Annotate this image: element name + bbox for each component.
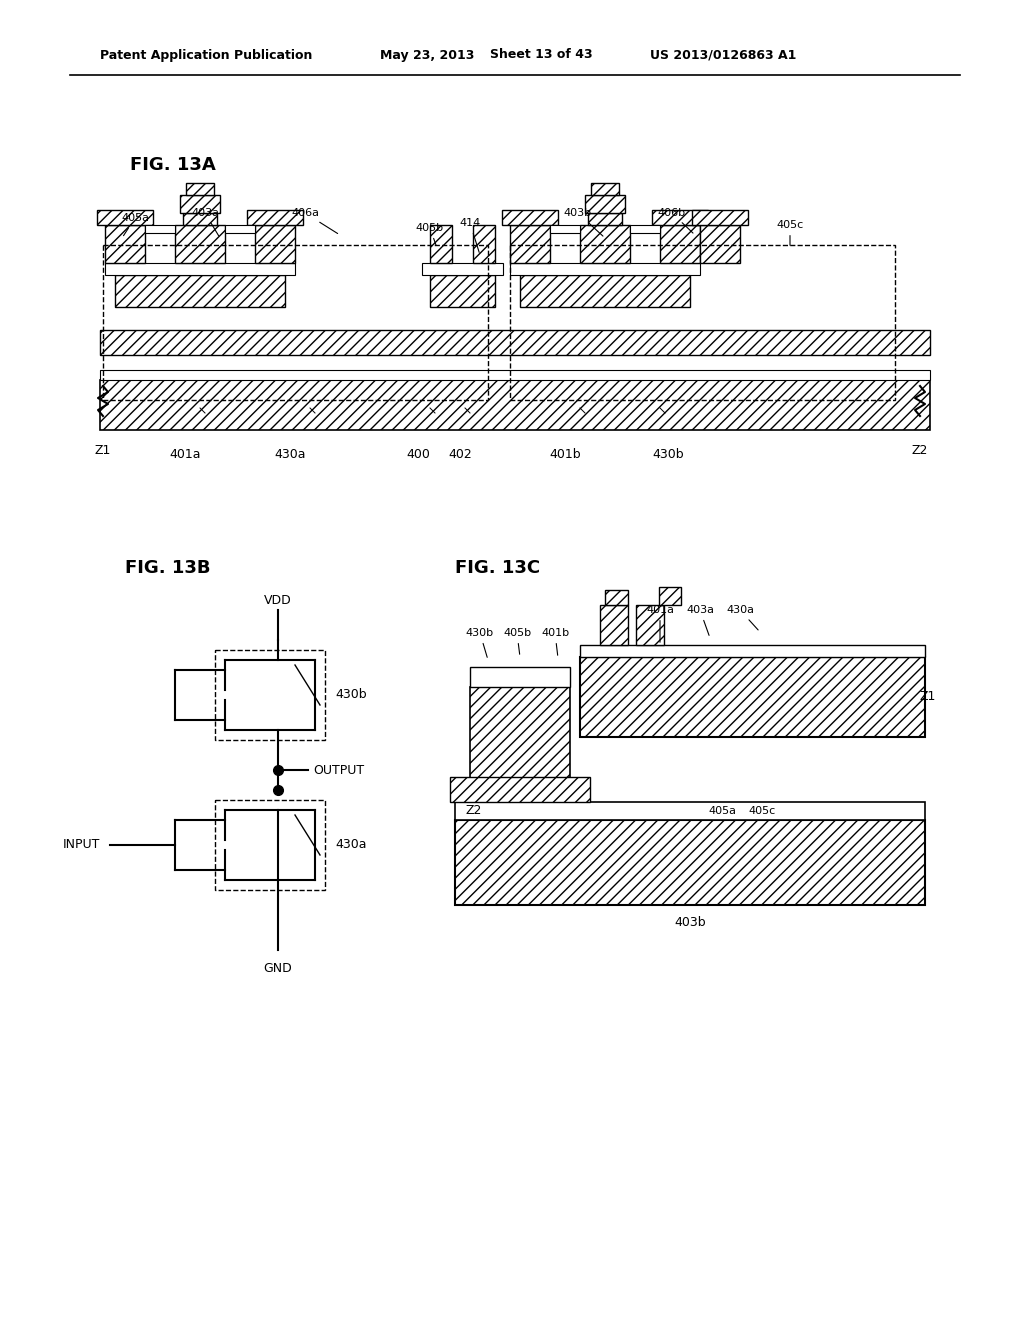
Text: INPUT: INPUT [62,838,100,851]
Text: 405a: 405a [121,213,150,236]
Bar [588,213,622,224]
Bar [550,224,580,234]
Bar [580,657,925,737]
Text: 405b: 405b [503,628,531,655]
Text: 406b: 406b [658,209,693,234]
Bar [455,820,925,906]
Bar [115,275,285,308]
Text: May 23, 2013: May 23, 2013 [380,49,474,62]
Text: 406a: 406a [291,209,338,234]
Bar [430,275,495,308]
Text: FIG. 13A: FIG. 13A [130,156,216,174]
Bar [660,224,700,263]
Bar [580,224,630,263]
Bar [510,246,895,400]
Text: US 2013/0126863 A1: US 2013/0126863 A1 [650,49,797,62]
Text: 400: 400 [407,449,430,462]
Bar [470,667,570,686]
Text: FIG. 13B: FIG. 13B [125,558,211,577]
Bar [659,587,681,605]
Bar [652,210,708,224]
Text: 430a: 430a [274,449,306,462]
Bar [422,263,503,275]
Text: 405a: 405a [708,807,736,816]
Bar [215,649,325,741]
Bar [520,275,690,308]
Text: 405c: 405c [776,220,804,246]
Text: 401a: 401a [169,449,201,462]
Text: Z1: Z1 [920,690,936,704]
Bar [450,777,590,803]
Bar [502,210,558,224]
Text: VDD: VDD [264,594,292,606]
Text: 430a: 430a [726,605,758,630]
Text: 430b: 430b [335,689,367,701]
Bar [692,210,748,224]
Bar [591,183,618,195]
Text: 405b: 405b [416,223,444,246]
Text: 403a: 403a [191,209,219,236]
Bar [636,605,664,645]
Text: 403b: 403b [674,916,706,929]
Bar [225,224,255,234]
Text: 405c: 405c [749,807,775,816]
Text: GND: GND [263,961,293,974]
Bar [100,380,930,430]
Text: 403a: 403a [686,605,714,635]
Bar [100,370,930,380]
Bar [180,195,220,213]
Text: FIG. 13C: FIG. 13C [455,558,540,577]
Text: Sheet 13 of 43: Sheet 13 of 43 [490,49,593,62]
Bar [585,195,625,213]
Bar [430,224,452,263]
Bar [183,213,217,224]
Bar [510,224,550,263]
Bar [580,645,925,657]
Text: 401b: 401b [549,449,581,462]
Bar [455,803,925,820]
Bar [700,224,740,263]
Text: 430a: 430a [335,838,367,851]
Text: 401b: 401b [541,628,569,655]
Bar [175,224,225,263]
Bar [105,224,145,263]
Text: 403b: 403b [564,209,603,236]
Bar [510,263,700,275]
Bar [255,224,295,263]
Bar [600,605,628,645]
Bar [630,224,660,234]
Bar [186,183,214,195]
Bar [100,330,930,355]
Bar [145,224,175,234]
Text: 414: 414 [460,218,480,252]
Bar [103,246,488,400]
Text: Z2: Z2 [911,444,928,457]
Text: Z2: Z2 [465,804,481,817]
Text: 430b: 430b [652,449,684,462]
Text: 430b: 430b [466,628,494,657]
Bar [470,686,570,803]
Text: 402: 402 [449,449,472,462]
Bar [215,800,325,890]
Bar [473,224,495,263]
Bar [105,263,295,275]
Bar [97,210,153,224]
Bar [605,590,628,605]
Text: OUTPUT: OUTPUT [313,763,365,776]
Bar [247,210,303,224]
Text: 401a: 401a [646,605,674,643]
Text: Patent Application Publication: Patent Application Publication [100,49,312,62]
Text: Z1: Z1 [95,444,112,457]
